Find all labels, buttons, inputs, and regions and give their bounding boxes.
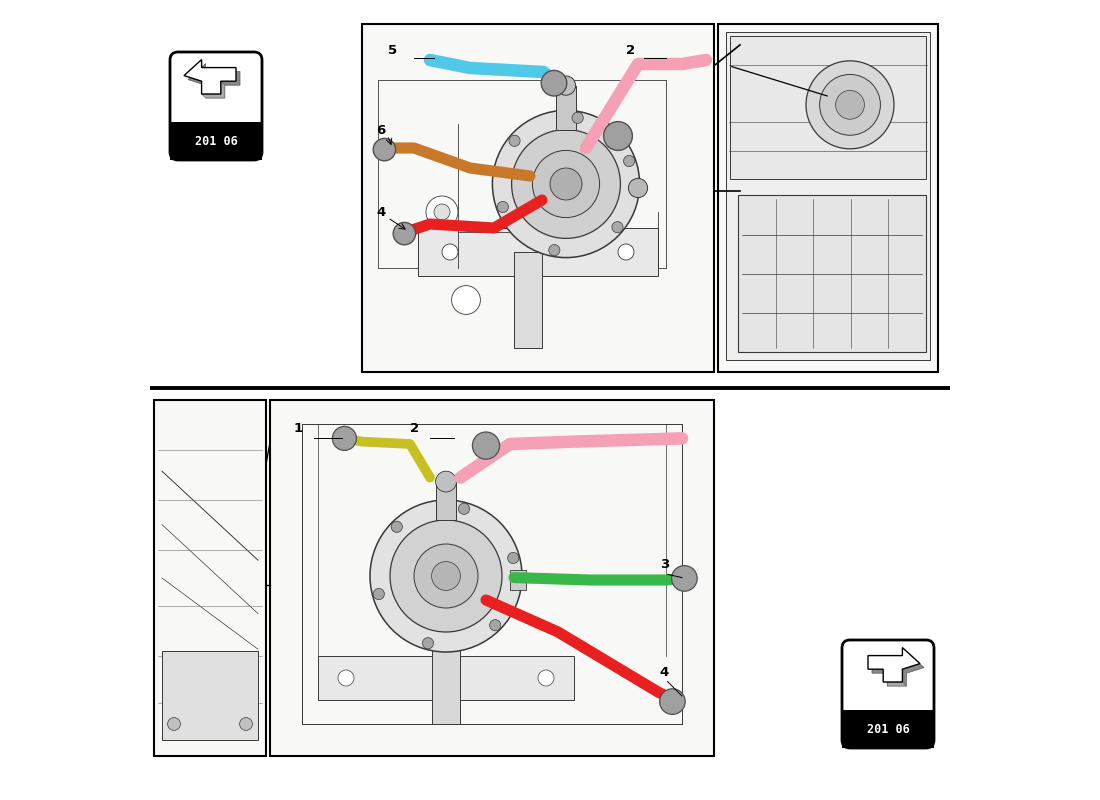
Circle shape bbox=[550, 168, 582, 200]
Circle shape bbox=[390, 520, 502, 632]
Circle shape bbox=[490, 620, 500, 631]
Text: 5: 5 bbox=[388, 45, 397, 58]
Circle shape bbox=[393, 222, 416, 245]
Polygon shape bbox=[188, 63, 240, 98]
Text: a ZPartsOnline.com illustration: a ZPartsOnline.com illustration bbox=[384, 168, 587, 264]
FancyBboxPatch shape bbox=[842, 640, 934, 748]
Circle shape bbox=[509, 135, 520, 146]
Text: 4: 4 bbox=[660, 666, 669, 679]
Circle shape bbox=[541, 70, 567, 96]
Circle shape bbox=[512, 130, 620, 238]
Text: 1: 1 bbox=[294, 422, 304, 435]
Circle shape bbox=[604, 122, 632, 150]
Text: 2: 2 bbox=[626, 45, 635, 58]
Bar bbox=[170, 122, 262, 160]
Circle shape bbox=[820, 74, 880, 135]
Circle shape bbox=[370, 500, 522, 652]
Circle shape bbox=[493, 110, 639, 258]
Bar bbox=[154, 400, 266, 756]
Bar bbox=[726, 32, 930, 360]
Text: 6: 6 bbox=[376, 123, 386, 137]
Bar bbox=[514, 252, 542, 348]
Text: 201 06: 201 06 bbox=[195, 134, 238, 147]
Circle shape bbox=[436, 471, 456, 492]
Circle shape bbox=[414, 544, 478, 608]
Circle shape bbox=[538, 670, 554, 686]
Circle shape bbox=[472, 432, 499, 459]
Bar bbox=[842, 710, 934, 748]
Text: a ZPartsOnline.com illustration: a ZPartsOnline.com illustration bbox=[305, 544, 507, 640]
Polygon shape bbox=[883, 669, 906, 686]
Polygon shape bbox=[868, 647, 920, 682]
Circle shape bbox=[240, 718, 252, 730]
Bar bbox=[318, 656, 574, 700]
Text: 2: 2 bbox=[410, 422, 419, 435]
Polygon shape bbox=[872, 651, 924, 686]
Text: 201 06: 201 06 bbox=[867, 722, 910, 736]
Circle shape bbox=[806, 61, 894, 149]
Circle shape bbox=[612, 222, 623, 233]
Circle shape bbox=[497, 202, 508, 213]
Bar bbox=[557, 86, 575, 130]
Circle shape bbox=[672, 566, 697, 591]
Circle shape bbox=[431, 562, 461, 590]
Text: 4: 4 bbox=[376, 206, 386, 219]
Bar bbox=[436, 482, 456, 520]
Bar bbox=[730, 36, 926, 179]
Bar bbox=[162, 651, 258, 740]
Circle shape bbox=[459, 503, 470, 514]
Circle shape bbox=[442, 244, 458, 260]
Text: 3: 3 bbox=[660, 558, 669, 571]
Bar bbox=[738, 195, 926, 352]
Circle shape bbox=[549, 245, 560, 256]
Circle shape bbox=[338, 670, 354, 686]
Circle shape bbox=[426, 196, 458, 228]
Circle shape bbox=[624, 155, 635, 166]
Bar bbox=[362, 24, 714, 372]
Bar bbox=[270, 400, 714, 756]
Circle shape bbox=[332, 426, 356, 450]
Circle shape bbox=[392, 521, 403, 532]
Circle shape bbox=[434, 204, 450, 220]
Polygon shape bbox=[201, 81, 224, 98]
Bar bbox=[418, 228, 658, 276]
Circle shape bbox=[507, 552, 519, 563]
Circle shape bbox=[836, 90, 865, 119]
Bar bbox=[431, 632, 461, 724]
FancyBboxPatch shape bbox=[170, 52, 262, 160]
Polygon shape bbox=[184, 59, 236, 94]
Circle shape bbox=[422, 638, 433, 649]
Bar bbox=[718, 24, 938, 372]
Circle shape bbox=[618, 244, 634, 260]
Circle shape bbox=[167, 718, 180, 730]
Circle shape bbox=[373, 589, 384, 600]
Circle shape bbox=[557, 76, 575, 95]
Circle shape bbox=[628, 178, 648, 198]
Circle shape bbox=[373, 138, 396, 161]
Circle shape bbox=[532, 150, 600, 218]
Circle shape bbox=[572, 112, 583, 123]
Circle shape bbox=[660, 689, 685, 714]
Bar bbox=[510, 570, 526, 590]
Circle shape bbox=[452, 286, 481, 314]
